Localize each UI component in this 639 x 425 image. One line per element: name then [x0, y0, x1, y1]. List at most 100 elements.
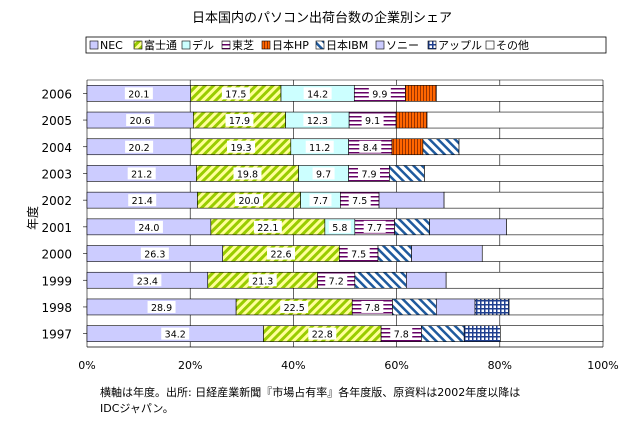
category-label: 2001 — [41, 221, 72, 235]
category-label: 1997 — [41, 328, 72, 342]
category-label: 2002 — [41, 194, 72, 208]
data-label: 20.0 — [238, 196, 259, 207]
data-label-bg — [359, 140, 382, 153]
data-label-bg — [227, 140, 256, 153]
bar-segment-series — [500, 325, 604, 342]
bar-segment-ibm — [389, 165, 425, 182]
bar-segment-series — [436, 85, 604, 102]
bar-segment-series — [474, 298, 510, 316]
data-label-bg — [347, 247, 370, 260]
data-label-bg — [125, 140, 154, 153]
x-tick-label: 0% — [78, 359, 95, 372]
source-note-line-2: IDCジャパン。 — [100, 402, 174, 415]
data-label: 21.2 — [131, 169, 152, 180]
data-label-bg — [147, 300, 176, 313]
data-label: 20.1 — [128, 89, 149, 100]
data-label-bg — [305, 140, 334, 153]
bar-segment-hp — [391, 138, 424, 156]
data-label-bg — [248, 274, 277, 287]
x-tick-label: 40% — [281, 359, 305, 372]
data-label: 21.4 — [132, 196, 153, 207]
data-label-bg — [303, 87, 332, 100]
bar-segment-ibm — [377, 245, 412, 262]
category-axis: 2006 2005 2004 2003 2002 2001 2000 1999 1998 1997 — [41, 87, 87, 342]
data-label-bg — [161, 327, 190, 340]
bar-segment-series — [508, 298, 604, 316]
legend-item-label: アップル — [438, 39, 482, 52]
bar-segment-series — [443, 191, 604, 209]
bar-segment-series — [426, 111, 604, 129]
legend-box — [85, 36, 607, 54]
data-label: 28.9 — [151, 303, 172, 314]
data-label: 9.1 — [365, 116, 380, 127]
data-label-bg — [363, 220, 386, 233]
data-label: 12.3 — [307, 116, 328, 127]
data-label-bg — [325, 274, 348, 287]
data-label-bg — [390, 327, 413, 340]
data-label-bg — [140, 247, 169, 260]
data-label: 19.8 — [237, 169, 258, 180]
category-label: 2003 — [41, 167, 72, 181]
data-label-bg — [308, 327, 337, 340]
bar-segment-ibm — [421, 325, 465, 342]
legend-item-label: 日本HP — [272, 38, 309, 52]
bar-segment-series — [481, 245, 604, 262]
data-label: 24.0 — [138, 223, 159, 234]
data-label-bg — [134, 220, 163, 233]
data-label-bg — [361, 300, 384, 313]
data-label: 17.5 — [225, 89, 246, 100]
x-axis: 0% 20% 40% 60% 80% 100% — [78, 359, 618, 372]
legend-swatch — [133, 40, 143, 50]
bar-segment-ibm — [394, 218, 430, 236]
legend-item-label: その他 — [496, 39, 529, 52]
data-label: 9.9 — [372, 89, 387, 100]
category-label: 1998 — [41, 301, 72, 315]
data-label: 7.2 — [329, 276, 344, 287]
legend-swatch — [427, 40, 437, 50]
legend-swatch — [89, 40, 99, 50]
data-label-bg — [233, 167, 262, 180]
category-label: 2005 — [41, 114, 72, 128]
data-label: 17.9 — [229, 116, 250, 127]
bar-segment-series — [458, 138, 604, 156]
data-label-bg — [303, 114, 332, 127]
legend-item-label: NEC — [100, 39, 123, 52]
data-label: 7.7 — [367, 223, 382, 234]
data-label-bg — [225, 114, 254, 127]
x-tick-label: 60% — [384, 359, 408, 372]
category-label: 1999 — [41, 274, 72, 288]
source-note-line-1: 横軸は年度。出所: 日経産業新聞『市場占有率』各年度版、原資料は2002年度以降… — [100, 386, 521, 399]
data-label-bg — [357, 167, 380, 180]
x-tick-label: 100% — [587, 359, 618, 372]
legend-item-label: デル — [192, 38, 214, 52]
legend-swatch — [485, 40, 495, 50]
bar-segment-series — [506, 218, 604, 236]
data-label: 8.4 — [363, 143, 378, 154]
data-label: 7.8 — [394, 330, 409, 341]
data-label-bg — [368, 87, 391, 100]
source-note: 横軸は年度。出所: 日経産業新聞『市場占有率』各年度版、原資料は2002年度以降… — [100, 385, 620, 417]
bar-segment-series — [411, 245, 483, 262]
data-label: 20.6 — [130, 116, 151, 127]
legend-item-label: ソニー — [386, 39, 419, 52]
data-label-bg — [348, 194, 371, 207]
data-label: 7.9 — [361, 169, 376, 180]
data-label: 14.2 — [307, 89, 328, 100]
data-label-bg — [253, 220, 282, 233]
bar-segment-series — [424, 165, 604, 182]
data-label: 7.7 — [313, 196, 328, 207]
legend-swatch — [261, 40, 271, 50]
data-label: 34.2 — [165, 330, 186, 341]
bar-segment-hp — [395, 111, 428, 129]
legend-swatch — [375, 40, 385, 50]
data-label-bg — [361, 114, 384, 127]
data-label: 22.6 — [270, 250, 291, 261]
data-label-bg — [124, 87, 153, 100]
legend-item-label: 日本IBM — [326, 38, 368, 52]
x-tick-label: 80% — [488, 359, 512, 372]
legend-swatch — [315, 40, 325, 50]
bar-segment-ibm — [422, 138, 460, 156]
category-label: 2004 — [41, 141, 72, 155]
data-label-bg — [309, 194, 332, 207]
data-label-bg — [128, 194, 157, 207]
